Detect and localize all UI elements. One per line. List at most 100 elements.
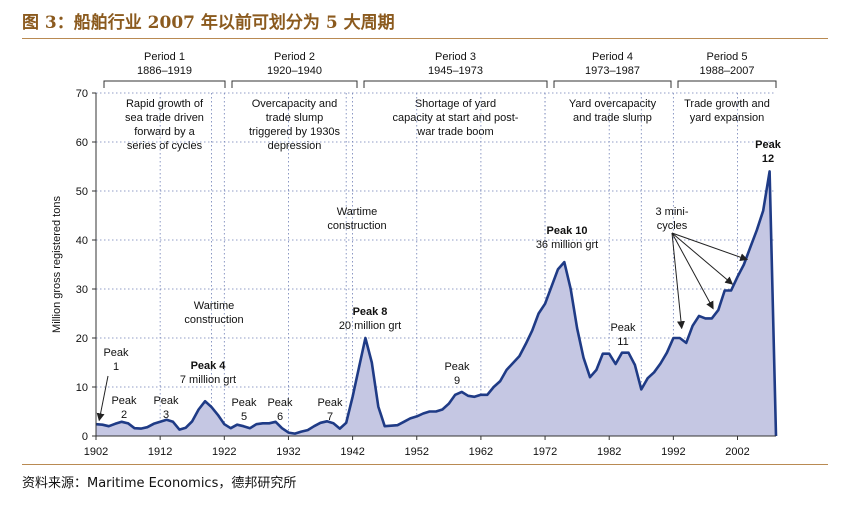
annotation-line: Peak: [755, 139, 782, 151]
annotation-arrow: [671, 232, 734, 285]
period-years: 1988–2007: [699, 65, 754, 77]
grid-layer: [96, 92, 776, 436]
annotation-line: construction: [184, 314, 243, 326]
x-tick-label: 1972: [533, 446, 557, 458]
period-years: 1886–1919: [137, 65, 192, 77]
annotation-line: 12: [762, 153, 774, 165]
period-description-line: Trade growth and: [684, 98, 770, 110]
x-tick-label: 1952: [405, 446, 429, 458]
annotation-line: 3 mini-: [655, 206, 688, 218]
annotation-line: 20 million grt: [339, 320, 401, 332]
annotation-peak-1: Peak 1: [103, 347, 129, 373]
annotation-peak-12: Peak 12: [755, 139, 782, 165]
annotation-line: Wartime: [337, 206, 378, 218]
x-tick-label: 1922: [212, 446, 236, 458]
annotation-line: 9: [454, 375, 460, 387]
annotation-line: 7: [327, 411, 333, 423]
annotation-line: Wartime: [194, 300, 235, 312]
period-name: Period 2: [274, 51, 315, 63]
period-description-line: Yard overcapacity: [569, 98, 657, 110]
period-description-line: trade slump: [266, 112, 323, 124]
period-description-line: Shortage of yard: [415, 98, 496, 110]
x-tick-label: 1902: [84, 446, 108, 458]
period-description-line: triggered by 1930s: [249, 126, 341, 138]
annotation-peak-4: Peak 4 7 million grt: [180, 360, 236, 386]
annotation-peak-6: Peak 6: [267, 397, 293, 423]
x-tick-label: 1932: [276, 446, 300, 458]
annotation-line: cycles: [657, 220, 688, 232]
annotation-line: Peak: [444, 361, 470, 373]
y-axis-label: Million gross registered tons: [51, 196, 63, 333]
annotation-peak-9: Peak 9: [444, 361, 470, 387]
y-tick-label: 40: [76, 235, 88, 247]
period-layer: Period 1 1886–1919 Rapid growth of sea trad…: [103, 51, 777, 152]
annotation-peak-5: Peak 5: [231, 397, 257, 423]
x-tick-label: 1982: [597, 446, 621, 458]
period-description-line: yard expansion: [690, 112, 765, 124]
annotation-line: 1: [113, 361, 119, 373]
source-divider: [22, 464, 828, 465]
period-description-line: forward by a: [134, 126, 195, 138]
annotation-line: Peak 10: [547, 225, 588, 237]
annotation-wartime-2: Wartime construction: [327, 206, 386, 232]
shipbuilding-cycles-chart: Period 1 1886–1919 Rapid growth of sea trad…: [51, 51, 782, 458]
annotation-arrow: [671, 232, 685, 330]
annotation-peak-3: Peak 3: [153, 395, 179, 421]
x-tick-label: 1962: [469, 446, 493, 458]
period-name: Period 3: [435, 51, 476, 63]
annotation-line: 36 million grt: [536, 239, 598, 251]
annotation-line: 2: [121, 409, 127, 421]
annotation-line: construction: [327, 220, 386, 232]
annotation-peak-2: Peak 2: [111, 395, 137, 421]
period-bracket: [363, 80, 548, 88]
y-tick-label: 50: [76, 186, 88, 198]
annotation-line: 3: [163, 409, 169, 421]
annotation-wartime-1: Wartime construction: [184, 300, 243, 326]
period-description-line: sea trade driven: [125, 112, 204, 124]
annotation-arrow: [96, 375, 109, 422]
annotation-line: Peak: [267, 397, 293, 409]
annotation-line: Peak: [317, 397, 343, 409]
source-note: 资料来源：Maritime Economics，德邦研究所: [22, 476, 297, 491]
period-name: Period 5: [707, 51, 748, 63]
annotation-arrow: [671, 232, 714, 310]
period-years: 1945–1973: [428, 65, 483, 77]
annotation-line: 7 million grt: [180, 374, 236, 386]
tonnage-line: [95, 170, 778, 437]
period-description-line: capacity at start and post-: [393, 112, 519, 124]
annotation-peak-10: Peak 10 36 million grt: [536, 225, 598, 251]
annotation-peak-7: Peak 7: [317, 397, 343, 423]
title-divider: [22, 38, 828, 39]
annotation-line: Peak: [610, 322, 636, 334]
period-description-line: and trade slump: [573, 112, 652, 124]
y-tick-label: 0: [82, 431, 88, 443]
annotation-peak-11: Peak 11: [610, 322, 636, 348]
period-description-line: war trade boom: [416, 126, 493, 138]
annotation-line: Peak: [103, 347, 129, 359]
annotation-line: Peak: [231, 397, 257, 409]
period-years: 1973–1987: [585, 65, 640, 77]
period-description-line: depression: [268, 140, 322, 152]
y-tick-label: 60: [76, 137, 88, 149]
period-bracket: [231, 80, 358, 88]
period-description-line: Rapid growth of: [126, 98, 204, 110]
y-tick-label: 70: [76, 88, 88, 100]
y-tick-label: 10: [76, 382, 88, 394]
annotation-line: Peak: [111, 395, 137, 407]
annotation-peak-8: Peak 8 20 million grt: [339, 306, 401, 332]
period-description-line: Overcapacity and: [252, 98, 338, 110]
period-years: 1920–1940: [267, 65, 322, 77]
period-bracket: [677, 80, 777, 88]
annotation-mini-cycles: 3 mini-cycles: [655, 206, 688, 232]
period-name: Period 1: [144, 51, 185, 63]
annotation-arrow: [671, 232, 749, 262]
period-bracket: [553, 80, 672, 88]
x-tick-label: 1912: [148, 446, 172, 458]
period-name: Period 4: [592, 51, 633, 63]
period-description-line: series of cycles: [127, 140, 203, 152]
annotation-line: 11: [617, 336, 628, 348]
y-tick-label: 20: [76, 333, 88, 345]
x-tick-label: 1942: [340, 446, 364, 458]
